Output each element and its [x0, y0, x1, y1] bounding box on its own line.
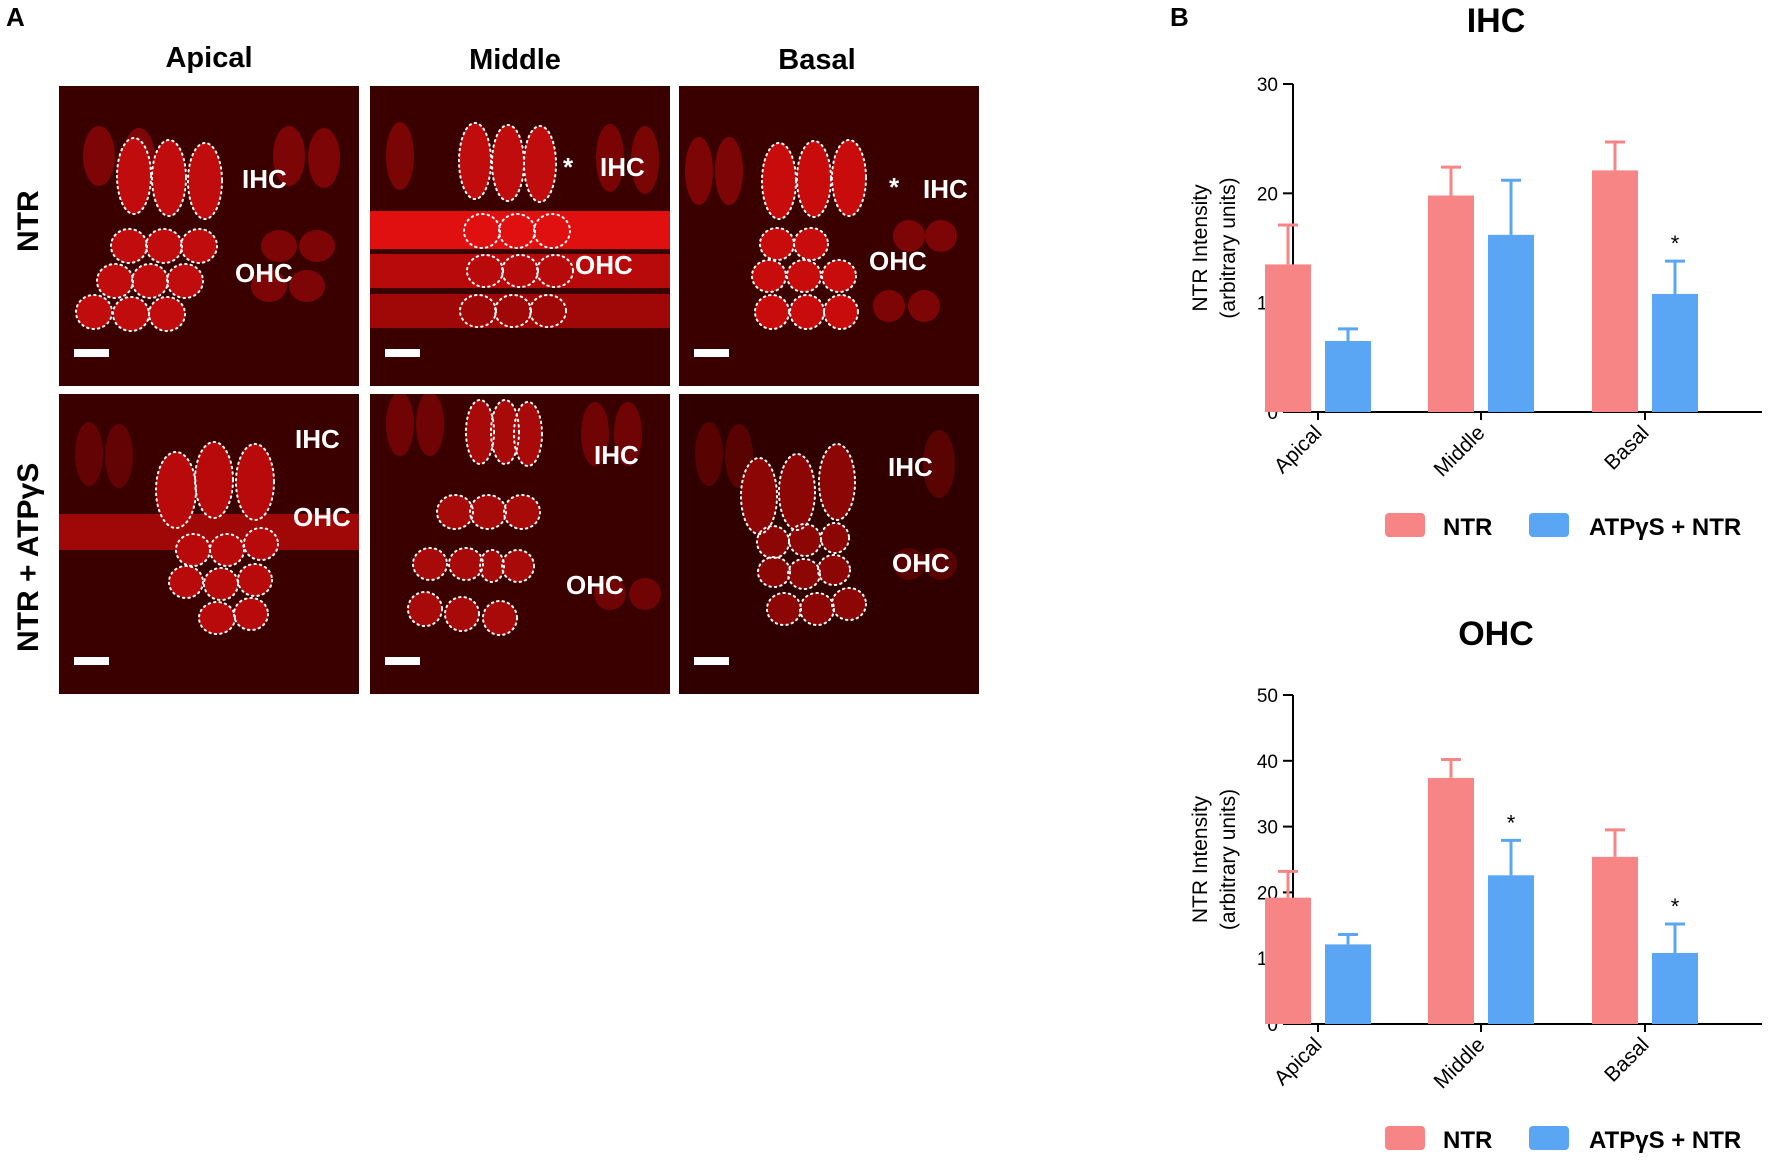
micrograph-atp-basal: IHC OHC — [679, 394, 979, 694]
label-asterisk: * — [563, 152, 574, 182]
x-category-label: Basal — [1600, 1033, 1653, 1086]
column-header-middle: Middle — [469, 44, 561, 76]
legend-swatch — [1385, 513, 1425, 537]
y-axis-title: (arbitrary units) — [1217, 789, 1240, 930]
label-ohc: OHC — [293, 502, 351, 532]
label-ohc: OHC — [235, 258, 293, 288]
ihc-bar-chart: IHC0102030NTR Intensity(arbitrary units)… — [1189, 2, 1762, 541]
label-ihc: IHC — [295, 424, 340, 454]
label-ohc: OHC — [566, 570, 624, 600]
bar-atp-apical — [1325, 340, 1371, 412]
ohc-bar-chart: OHC01020304050NTR Intensity(arbitrary un… — [1189, 615, 1762, 1154]
panel-b-letter: B — [1170, 2, 1189, 32]
chart-title: IHC — [1467, 2, 1526, 40]
bar-ntr-middle — [1428, 777, 1474, 1024]
y-tick-label: 20 — [1257, 184, 1278, 205]
x-category-label: Apical — [1270, 421, 1327, 478]
bar-ntr-middle — [1428, 195, 1474, 412]
x-category-label: Apical — [1270, 1033, 1327, 1090]
bar-atp-basal — [1652, 293, 1698, 412]
y-tick-label: 30 — [1257, 818, 1278, 839]
y-tick-label: 30 — [1257, 75, 1278, 96]
bar-ntr-apical — [1265, 897, 1311, 1024]
x-category-label: Middle — [1430, 421, 1490, 481]
label-ihc: IHC — [600, 152, 645, 182]
y-tick-label: 0 — [1267, 403, 1278, 424]
legend-label: NTR — [1443, 514, 1492, 541]
x-category-label: Middle — [1430, 1033, 1490, 1093]
bar-atp-apical — [1325, 944, 1371, 1024]
y-tick-label: 50 — [1257, 686, 1278, 707]
label-ihc: IHC — [242, 164, 287, 194]
label-asterisk: * — [889, 172, 900, 202]
label-ohc: OHC — [892, 548, 950, 578]
label-ohc: OHC — [869, 246, 927, 276]
y-axis-title: NTR Intensity — [1189, 184, 1212, 312]
legend-label: ATPγS + NTR — [1589, 514, 1741, 541]
row-header-ntr: NTR — [12, 190, 45, 252]
micrograph-ntr-middle: * IHC OHC — [370, 86, 670, 386]
significance-asterisk: * — [1507, 810, 1516, 835]
chart-title: OHC — [1458, 615, 1534, 653]
bar-ntr-apical — [1265, 264, 1311, 412]
panel-a-letter: A — [6, 2, 25, 32]
y-axis-title: (arbitrary units) — [1217, 177, 1240, 318]
legend-label: ATPγS + NTR — [1589, 1127, 1741, 1154]
panel-b-chart-canvas: IHC0102030NTR Intensity(arbitrary units)… — [1189, 2, 1762, 1154]
micrograph-atp-middle: IHC OHC — [370, 394, 670, 694]
micrograph-ntr-apical: IHC OHC — [59, 86, 359, 386]
legend-swatch — [1529, 513, 1569, 537]
y-axis-title: NTR Intensity — [1189, 795, 1212, 923]
label-ohc: OHC — [575, 250, 633, 280]
bar-ntr-basal — [1592, 856, 1638, 1024]
legend-swatch — [1385, 1126, 1425, 1150]
row-header-ntr-atp: NTR + ATPγS — [12, 462, 45, 652]
panel-b-charts: IHC0102030NTR Intensity(arbitrary units)… — [1100, 0, 1792, 1175]
column-header-basal: Basal — [778, 44, 856, 76]
label-ihc: IHC — [594, 440, 639, 470]
significance-asterisk: * — [1671, 231, 1680, 256]
y-tick-label: 40 — [1257, 752, 1278, 773]
bar-ntr-basal — [1592, 170, 1638, 412]
micrograph-ntr-basal: * IHC OHC — [679, 86, 979, 386]
micrograph-atp-apical: IHC OHC — [59, 394, 359, 694]
significance-asterisk: * — [1671, 894, 1680, 919]
y-tick-label: 0 — [1267, 1015, 1278, 1036]
legend-label: NTR — [1443, 1127, 1492, 1154]
bar-atp-basal — [1652, 952, 1698, 1024]
label-ihc: IHC — [923, 174, 968, 204]
column-header-apical: Apical — [165, 42, 253, 74]
bar-atp-middle — [1488, 234, 1534, 412]
legend-swatch — [1529, 1126, 1569, 1150]
label-ihc: IHC — [888, 452, 933, 482]
x-category-label: Basal — [1600, 421, 1653, 474]
bar-atp-middle — [1488, 875, 1534, 1024]
